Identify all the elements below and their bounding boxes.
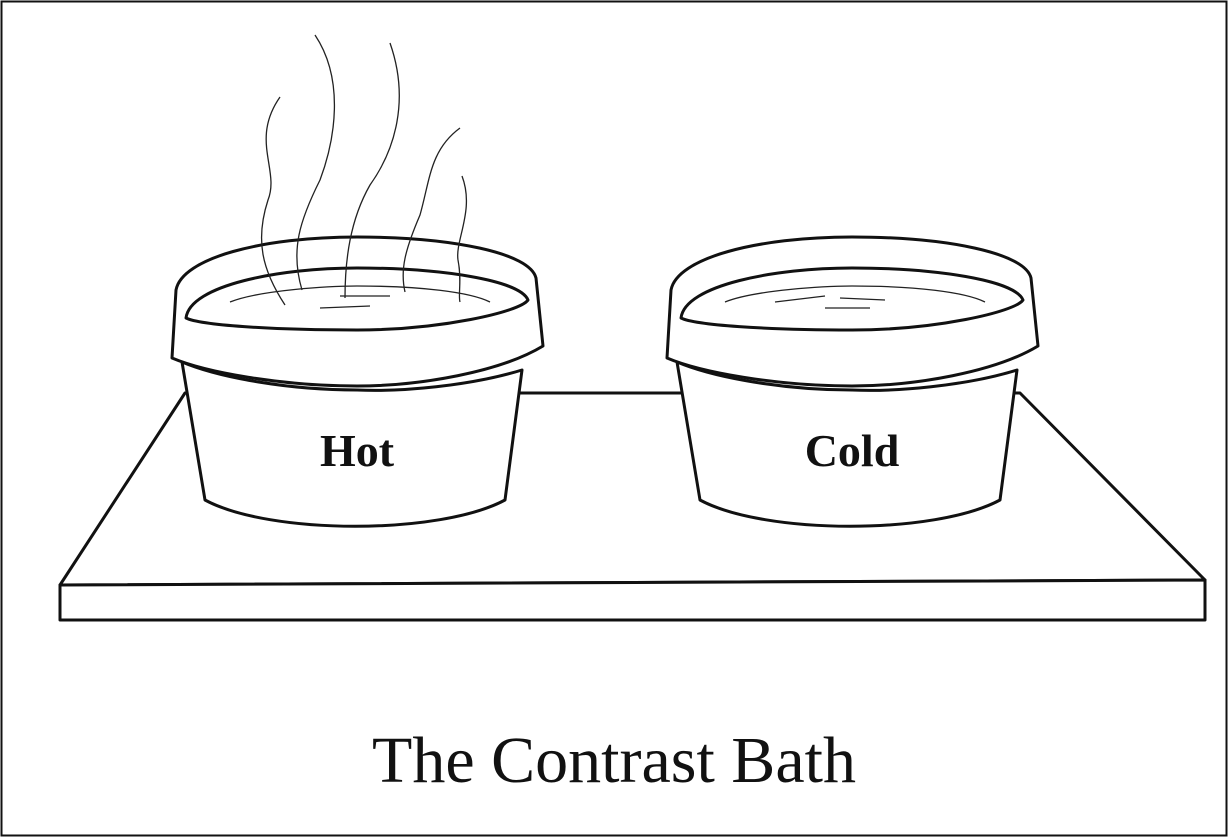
table-front <box>60 580 1205 620</box>
illustration: Hot Cold The Contrast Bath <box>0 0 1228 837</box>
tub-label: Hot <box>320 425 395 476</box>
caption: The Contrast Bath <box>372 724 856 797</box>
cold-tub: Cold <box>667 237 1038 526</box>
tub-label: Cold <box>805 425 900 476</box>
